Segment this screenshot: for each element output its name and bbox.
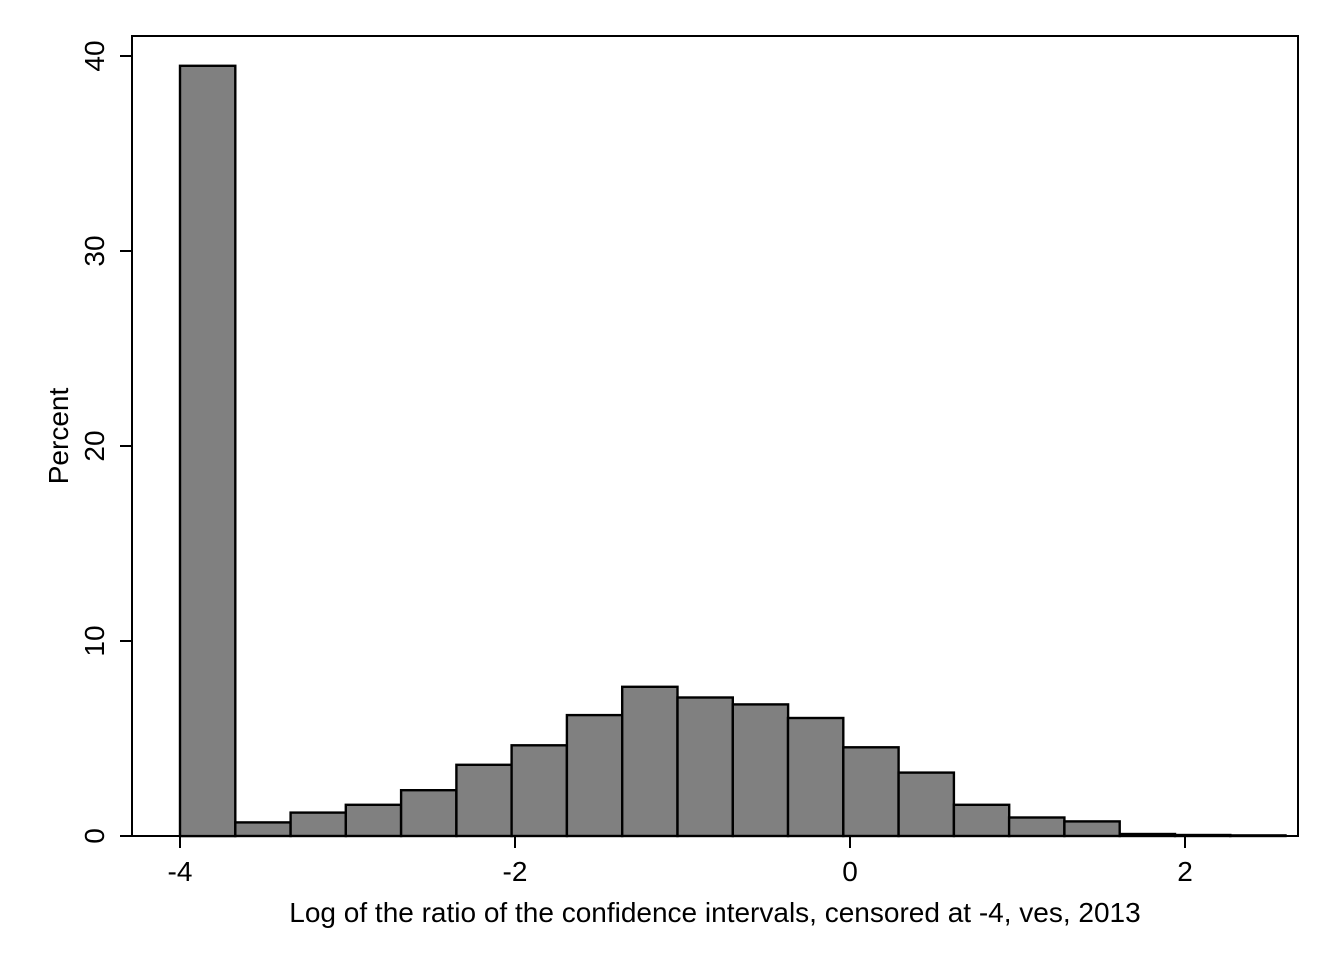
- histogram-bar: [786, 716, 845, 838]
- histogram-bar: [952, 803, 1011, 838]
- histogram-bar: [178, 64, 237, 838]
- histogram-bar: [455, 763, 513, 838]
- y-tick-label: 30: [79, 235, 110, 266]
- y-axis-ticks: 0 10 20 30 40: [79, 40, 132, 844]
- y-tick-label: 0: [79, 828, 110, 844]
- histogram-bar: [344, 803, 403, 838]
- histogram-bar: [510, 744, 569, 838]
- histogram-bar: [842, 746, 900, 838]
- y-tick-label: 10: [79, 625, 110, 656]
- histogram-bar: [1063, 820, 1121, 838]
- histogram-bar: [621, 685, 679, 838]
- x-axis-title: Log of the ratio of the confidence inter…: [289, 897, 1140, 928]
- bars-group: [178, 64, 1287, 838]
- x-tick-label: -2: [503, 856, 528, 887]
- x-tick-label: 2: [1177, 856, 1193, 887]
- histogram-bar: [897, 771, 956, 838]
- histogram-bar: [234, 821, 292, 838]
- histogram-bar: [399, 789, 458, 838]
- histogram-bar: [1007, 816, 1066, 838]
- x-tick-label: 0: [842, 856, 858, 887]
- y-tick-label: 40: [79, 40, 110, 71]
- histogram-bar: [676, 696, 734, 838]
- x-axis-ticks: -4 -2 0 2: [168, 836, 1193, 887]
- histogram-bar: [289, 811, 348, 838]
- histogram-bar: [731, 703, 790, 838]
- x-tick-label: -4: [168, 856, 193, 887]
- y-axis-title: Percent: [43, 388, 74, 485]
- y-tick-label: 20: [79, 430, 110, 461]
- histogram-bar: [565, 713, 624, 838]
